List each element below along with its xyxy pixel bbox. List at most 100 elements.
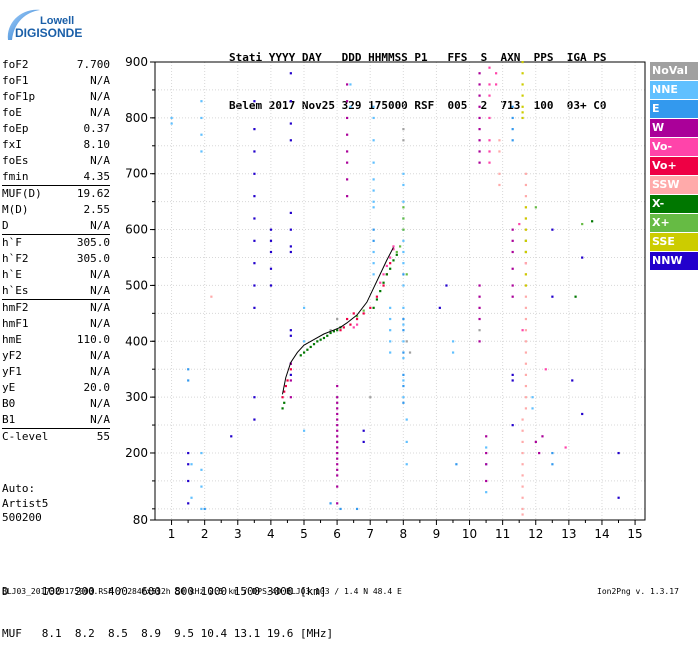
point-x- [375, 298, 379, 301]
param-label: yF2 [2, 349, 22, 362]
point-nne [302, 429, 306, 432]
y-tick-label: 900 [125, 55, 148, 69]
point-e [372, 239, 375, 242]
point-vo- [283, 390, 286, 393]
point-nnw [253, 396, 256, 399]
point-vo- [382, 284, 385, 287]
point-vo- [281, 396, 284, 399]
point-ssw [524, 373, 528, 376]
point-vo- [392, 248, 395, 251]
point-nne [302, 340, 306, 343]
point-e [511, 116, 514, 120]
point-vo- [286, 379, 289, 382]
legend-item-ssw: SSW [650, 176, 698, 194]
point-vo- [382, 273, 385, 276]
point-noval [405, 340, 408, 343]
point-nne [485, 491, 488, 494]
point-x- [399, 245, 402, 248]
point-nnw [289, 228, 292, 231]
header-values: Belem 2017 Nov25 329 175000 RSF 005 2 71… [229, 99, 607, 112]
point-x- [405, 273, 408, 276]
point-w [478, 161, 481, 164]
auto-info: Auto: Artist5 500200 [2, 482, 48, 526]
point-nne [389, 317, 392, 321]
point-x- [389, 267, 392, 270]
point-nne [170, 122, 173, 125]
point-x- [581, 222, 584, 226]
param-value: N/A [90, 349, 110, 362]
legend-item-x-: X+ [650, 214, 698, 232]
point-nne [402, 306, 405, 309]
point-w [485, 479, 488, 483]
param-row: h`F 305.0 [2, 235, 110, 251]
point-x- [534, 206, 537, 209]
point-sse [524, 273, 528, 276]
x-tick-label: 13 [561, 527, 576, 541]
point-w [541, 435, 544, 438]
param-row: yF1 N/A [2, 364, 110, 380]
param-value: N/A [90, 413, 110, 426]
point-e [511, 105, 514, 108]
point-nne [302, 306, 306, 309]
logo-line2: DIGISONDE [15, 26, 82, 40]
point-x- [574, 295, 577, 298]
point-nnw [230, 435, 233, 438]
point-nne [405, 418, 408, 421]
param-value: N/A [90, 74, 110, 87]
point-ssw [498, 150, 501, 153]
point-ssw [524, 183, 528, 187]
point-vo- [564, 446, 567, 449]
point-nnw [289, 329, 292, 332]
point-e [551, 451, 554, 455]
param-row: yF2 N/A [2, 348, 110, 364]
point-nnw [511, 424, 514, 427]
point-w [336, 401, 339, 404]
point-nnw [362, 440, 365, 444]
point-nne [405, 440, 408, 444]
param-value: N/A [90, 154, 110, 167]
point-ssw [524, 362, 528, 365]
point-x- [326, 334, 329, 337]
point-nne [372, 105, 375, 108]
point-w [346, 161, 349, 164]
param-label: foEs [2, 154, 29, 167]
point-vo- [352, 326, 355, 329]
point-vo- [346, 317, 349, 321]
ionogram-header: Stati YYYY DAY DDD HHMMSS P1 FFS S AXN P… [229, 18, 607, 130]
point-w [478, 306, 481, 309]
point-x- [322, 336, 326, 340]
point-sse [524, 228, 528, 231]
point-x- [283, 401, 286, 404]
x-tick-label: 12 [528, 527, 543, 541]
point-vo- [284, 384, 287, 388]
param-row: hmF1 N/A [2, 316, 110, 332]
y-tick-label: 800 [125, 111, 148, 125]
y-tick-label: 700 [125, 167, 148, 181]
point-nne [170, 116, 173, 120]
x-tick-label: 4 [267, 527, 275, 541]
param-value: N/A [90, 301, 110, 314]
footer-version: Ion2Png v. 1.3.17 [597, 587, 679, 596]
point-nne [402, 396, 405, 399]
point-w [336, 396, 339, 399]
param-row: h`E N/A [2, 267, 110, 283]
point-nne [405, 463, 408, 466]
point-nne [372, 273, 375, 276]
point-nnw [289, 122, 292, 125]
auto-label: Auto: [2, 482, 36, 495]
header-labels: Stati YYYY DAY DDD HHMMSS P1 FFS S AXN P… [229, 51, 607, 64]
point-sse [521, 105, 524, 108]
point-nne [402, 239, 405, 242]
point-nnw [581, 256, 584, 259]
legend-item-vo-: Vo+ [650, 157, 698, 175]
point-e [402, 329, 405, 332]
point-nnw [253, 150, 256, 153]
point-w [336, 384, 339, 388]
point-vo- [392, 245, 395, 248]
point-nne [402, 323, 405, 326]
x-tick-label: 1 [168, 527, 176, 541]
point-x- [281, 407, 284, 410]
param-row: foEp 0.37 [2, 121, 110, 137]
point-x- [336, 329, 339, 332]
point-ssw [524, 384, 528, 388]
